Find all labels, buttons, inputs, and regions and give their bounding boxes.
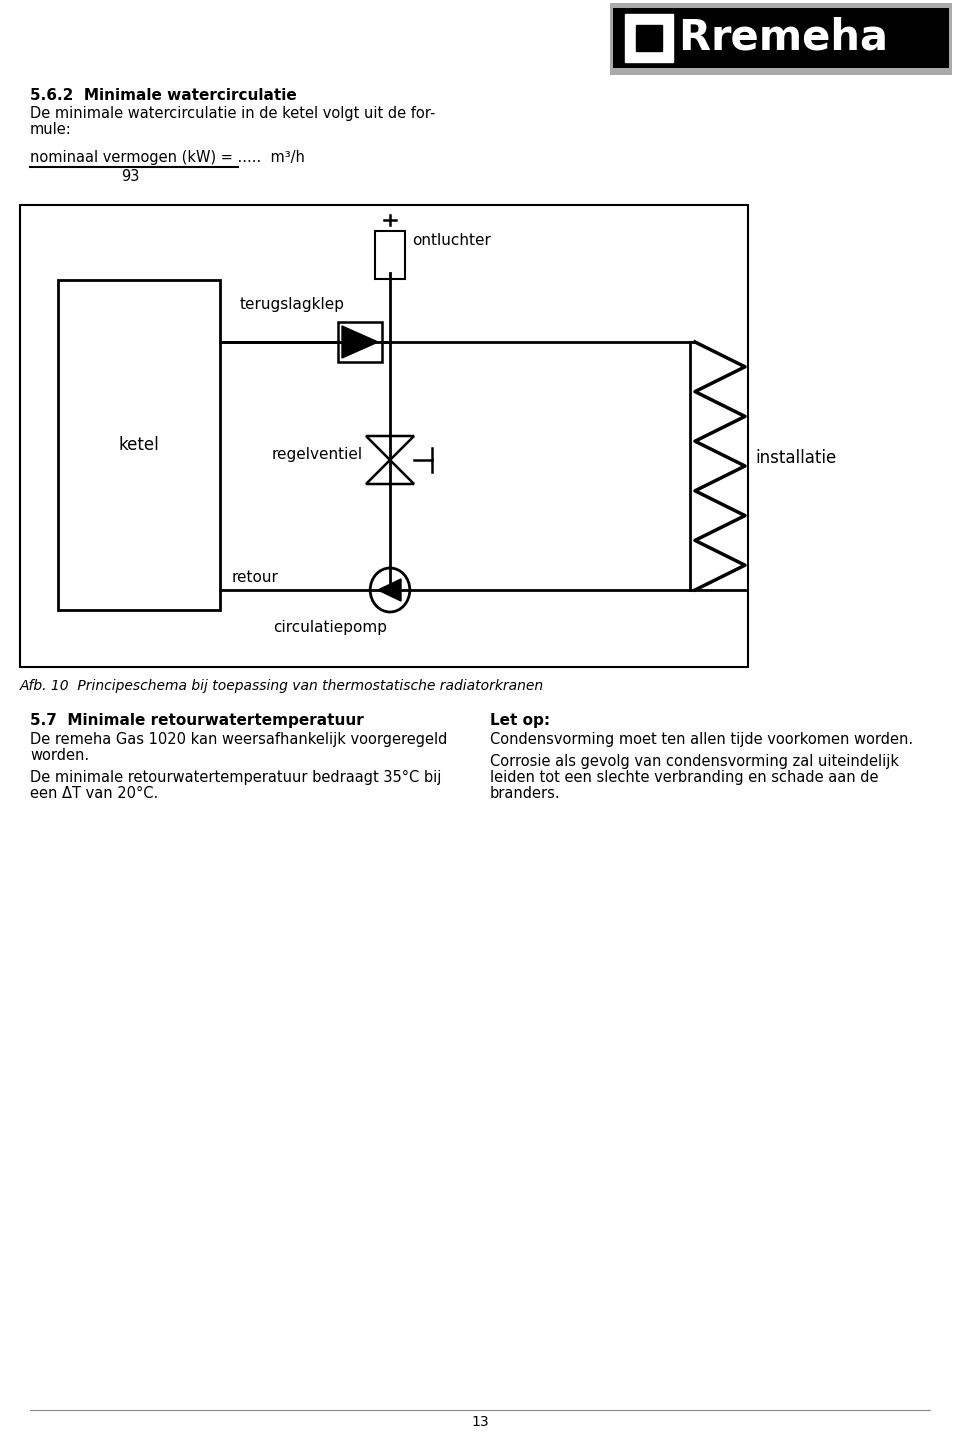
Text: R: R [678, 17, 710, 59]
Text: 5.7  Minimale retourwatertemperatuur: 5.7 Minimale retourwatertemperatuur [30, 714, 364, 728]
Text: remeha: remeha [711, 17, 889, 59]
Text: leiden tot een slechte verbranding en schade aan de: leiden tot een slechte verbranding en sc… [490, 770, 878, 785]
Text: De minimale retourwatertemperatuur bedraagt 35°C bij: De minimale retourwatertemperatuur bedra… [30, 770, 442, 785]
Polygon shape [366, 460, 414, 484]
Text: 5.6.2  Minimale watercirculatie: 5.6.2 Minimale watercirculatie [30, 88, 297, 103]
Text: regelventiel: regelventiel [272, 448, 363, 462]
Polygon shape [366, 437, 414, 460]
Text: Corrosie als gevolg van condensvorming zal uiteindelijk: Corrosie als gevolg van condensvorming z… [490, 754, 899, 770]
Text: Let op:: Let op: [490, 714, 550, 728]
Text: De minimale watercirculatie in de ketel volgt uit de for-: De minimale watercirculatie in de ketel … [30, 106, 436, 121]
Bar [636, 24, 662, 52]
Bar [20, 205, 748, 666]
Text: ontluchter: ontluchter [412, 233, 491, 248]
Text: ketel: ketel [119, 437, 159, 454]
Text: een ΔT van 20°C.: een ΔT van 20°C. [30, 785, 158, 801]
Bar [625, 14, 673, 62]
Text: De remeha Gas 1020 kan weersafhankelijk voorgeregeld: De remeha Gas 1020 kan weersafhankelijk … [30, 732, 447, 747]
Text: mule:: mule: [30, 122, 72, 136]
Bar [375, 231, 405, 279]
Bar [613, 9, 949, 67]
Text: 13: 13 [471, 1414, 489, 1429]
Bar [58, 280, 220, 610]
Text: terugslagklep: terugslagklep [240, 297, 345, 312]
Text: worden.: worden. [30, 748, 89, 763]
Text: Afb. 10  Principeschema bij toepassing van thermostatische radiatorkranen: Afb. 10 Principeschema bij toepassing va… [20, 679, 544, 694]
Text: Condensvorming moet ten allen tijde voorkomen worden.: Condensvorming moet ten allen tijde voor… [490, 732, 913, 747]
Bar [610, 3, 952, 75]
Text: retour: retour [232, 570, 278, 584]
Text: circulatiepomp: circulatiepomp [273, 620, 387, 635]
Polygon shape [378, 579, 401, 602]
Ellipse shape [371, 569, 410, 612]
Text: branders.: branders. [490, 785, 561, 801]
Polygon shape [342, 326, 378, 358]
Text: installatie: installatie [755, 449, 836, 467]
Text: 93: 93 [121, 169, 139, 184]
Bar [338, 322, 382, 362]
Text: nominaal vermogen (kW) = .....  m³/h: nominaal vermogen (kW) = ..... m³/h [30, 149, 305, 165]
